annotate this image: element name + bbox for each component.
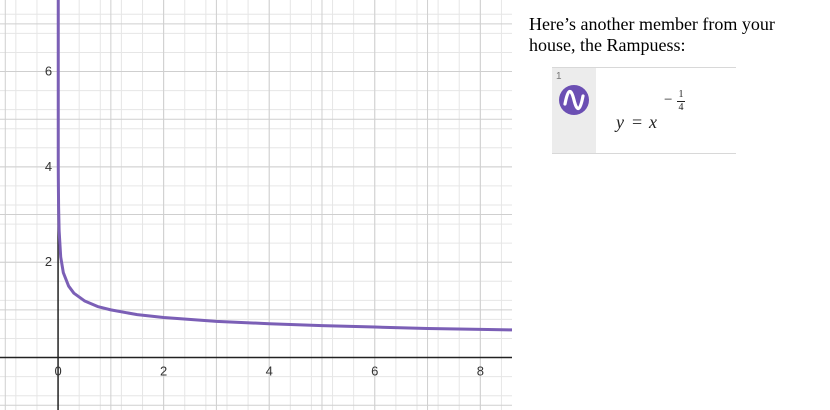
- wave-icon[interactable]: [558, 84, 590, 116]
- x-tick-label: 2: [160, 364, 167, 379]
- tick-labels: 0 2 4 6 8 2 4 6: [45, 64, 484, 379]
- y-tick-label: 4: [45, 159, 52, 174]
- exponent-denominator: 4: [678, 102, 684, 113]
- expression-formula[interactable]: y = x − 1 4: [616, 90, 726, 142]
- series-curve: [56, 0, 512, 332]
- caption-text: Here’s another member from your house, t…: [529, 14, 775, 55]
- x-tick-label: 8: [477, 364, 484, 379]
- graph-canvas[interactable]: 0 2 4 6 8 2 4 6: [0, 0, 512, 410]
- minor-grid: [0, 0, 512, 410]
- y-tick-label: 2: [45, 254, 52, 269]
- exponent-numerator: 1: [678, 89, 684, 100]
- expression-panel[interactable]: 1 y = x − 1 4: [552, 67, 736, 154]
- equation-lhs: y: [616, 112, 624, 132]
- exponent-fraction: 1 4: [676, 90, 686, 113]
- major-grid: [0, 0, 512, 410]
- y-tick-label: 6: [45, 64, 52, 79]
- curves: [56, 0, 512, 332]
- equation-base: x: [649, 112, 657, 132]
- x-tick-label: 4: [266, 364, 273, 379]
- expression-tab[interactable]: 1: [552, 68, 596, 153]
- fraction-bar: [677, 101, 685, 102]
- exponent-sign: −: [664, 92, 673, 108]
- x-tick-label: 6: [371, 364, 378, 379]
- equation-equals: =: [632, 112, 643, 132]
- x-tick-label: 0: [54, 364, 61, 379]
- expression-index: 1: [556, 71, 562, 82]
